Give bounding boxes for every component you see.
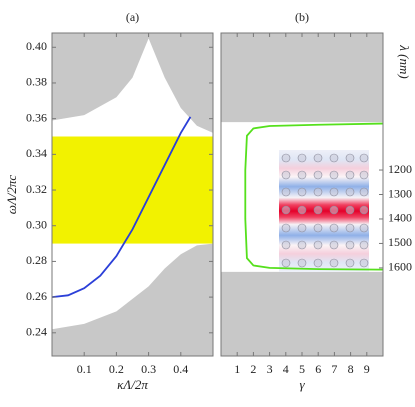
y-tick-label: 0.38 bbox=[26, 75, 47, 89]
gap-region bbox=[52, 243, 213, 356]
inset-hole bbox=[297, 153, 307, 163]
panel: 1 2 3 4 5 6 7 8 9 1200 1300 1400 1500 1600 (b) γ λ (nm) bbox=[220, 10, 412, 392]
inset-hole bbox=[313, 223, 323, 233]
x-tick-label: 0.1 bbox=[77, 362, 92, 376]
inset-hole bbox=[297, 205, 307, 215]
inset-hole bbox=[329, 153, 339, 163]
inset-hole bbox=[359, 153, 369, 163]
panel: 0.1 0.2 0.3 0.4 0.24 0.26 0.28 0.30 0.32 0.34 0.36… bbox=[4, 10, 214, 392]
inset-hole bbox=[329, 170, 339, 180]
inset-hole bbox=[345, 170, 355, 180]
x-axis-label: κΛ/2π bbox=[117, 377, 148, 392]
inset-hole bbox=[359, 258, 369, 268]
x-tick-label: 5 bbox=[299, 362, 305, 376]
inset-hole bbox=[329, 240, 339, 250]
y-axis-label: ωΛ/2πc bbox=[4, 175, 19, 215]
inset-hole bbox=[313, 170, 323, 180]
inset-hole bbox=[281, 240, 291, 250]
x-tick-label: 4 bbox=[283, 362, 289, 376]
inset-hole bbox=[313, 258, 323, 268]
inset-hole bbox=[281, 223, 291, 233]
inset-hole bbox=[345, 205, 355, 215]
inset-hole bbox=[313, 240, 323, 250]
inset-hole bbox=[297, 258, 307, 268]
inset-hole bbox=[297, 187, 307, 197]
inset-hole bbox=[345, 258, 355, 268]
y-tick-label: 0.28 bbox=[26, 253, 47, 267]
inset-hole bbox=[359, 223, 369, 233]
inset-hole bbox=[345, 187, 355, 197]
x-tick-label: 7 bbox=[331, 362, 337, 376]
y2-tick-label: 1200 bbox=[388, 162, 412, 176]
inset-hole bbox=[359, 170, 369, 180]
x-tick-label: 0.3 bbox=[141, 362, 156, 376]
curve bbox=[51, 116, 192, 299]
inset-hole bbox=[313, 153, 323, 163]
inset-hole bbox=[329, 205, 339, 215]
gap-region bbox=[221, 271, 383, 356]
gap-region bbox=[52, 33, 213, 133]
frame bbox=[51, 32, 214, 357]
x-tick-label: 3 bbox=[267, 362, 273, 376]
field-inset bbox=[279, 150, 369, 272]
y-tick-label: 0.40 bbox=[26, 39, 47, 53]
x-tick-label: 2 bbox=[250, 362, 256, 376]
inset-hole bbox=[345, 240, 355, 250]
inset-hole bbox=[313, 187, 323, 197]
inset-hole bbox=[329, 187, 339, 197]
y2-tick-label: 1300 bbox=[388, 186, 412, 200]
y-tick-label: 0.30 bbox=[26, 217, 47, 231]
inset-hole bbox=[359, 240, 369, 250]
inset-hole bbox=[297, 170, 307, 180]
y-tick-label: 0.24 bbox=[26, 325, 47, 339]
x-tick-label: 6 bbox=[315, 362, 321, 376]
inset-hole bbox=[329, 258, 339, 268]
gap-region bbox=[221, 33, 383, 123]
x-tick-label: 8 bbox=[348, 362, 354, 376]
x-tick-label: 0.2 bbox=[109, 362, 124, 376]
inset-hole bbox=[345, 223, 355, 233]
y-tick-label: 0.26 bbox=[26, 289, 47, 303]
inset-hole bbox=[297, 240, 307, 250]
x-tick-label: 9 bbox=[364, 362, 370, 376]
y2-tick-label: 1400 bbox=[388, 211, 412, 225]
curve bbox=[244, 122, 384, 271]
inset-hole bbox=[281, 153, 291, 163]
inset-hole bbox=[281, 187, 291, 197]
inset-hole bbox=[281, 258, 291, 268]
x-tick-label: 0.4 bbox=[173, 362, 188, 376]
y-tick-label: 0.34 bbox=[26, 146, 47, 160]
inset-hole bbox=[281, 170, 291, 180]
panel-title: (a) bbox=[126, 10, 139, 24]
inset-hole bbox=[359, 205, 369, 215]
y-tick-label: 0.32 bbox=[26, 182, 47, 196]
inset-hole bbox=[313, 205, 323, 215]
y2-tick-label: 1500 bbox=[388, 235, 412, 249]
y2-axis-label: λ (nm) bbox=[397, 44, 412, 78]
y-tick-label: 0.36 bbox=[26, 110, 47, 124]
inset-hole bbox=[359, 187, 369, 197]
inset-hole bbox=[281, 205, 291, 215]
inset-hole bbox=[345, 153, 355, 163]
x-axis-label: γ bbox=[299, 377, 305, 392]
inset-hole bbox=[329, 223, 339, 233]
y2-tick-label: 1600 bbox=[388, 260, 412, 274]
highlight-band bbox=[52, 136, 213, 244]
x-tick-label: 1 bbox=[234, 362, 240, 376]
inset-hole bbox=[297, 223, 307, 233]
panel-title: (b) bbox=[295, 10, 309, 24]
